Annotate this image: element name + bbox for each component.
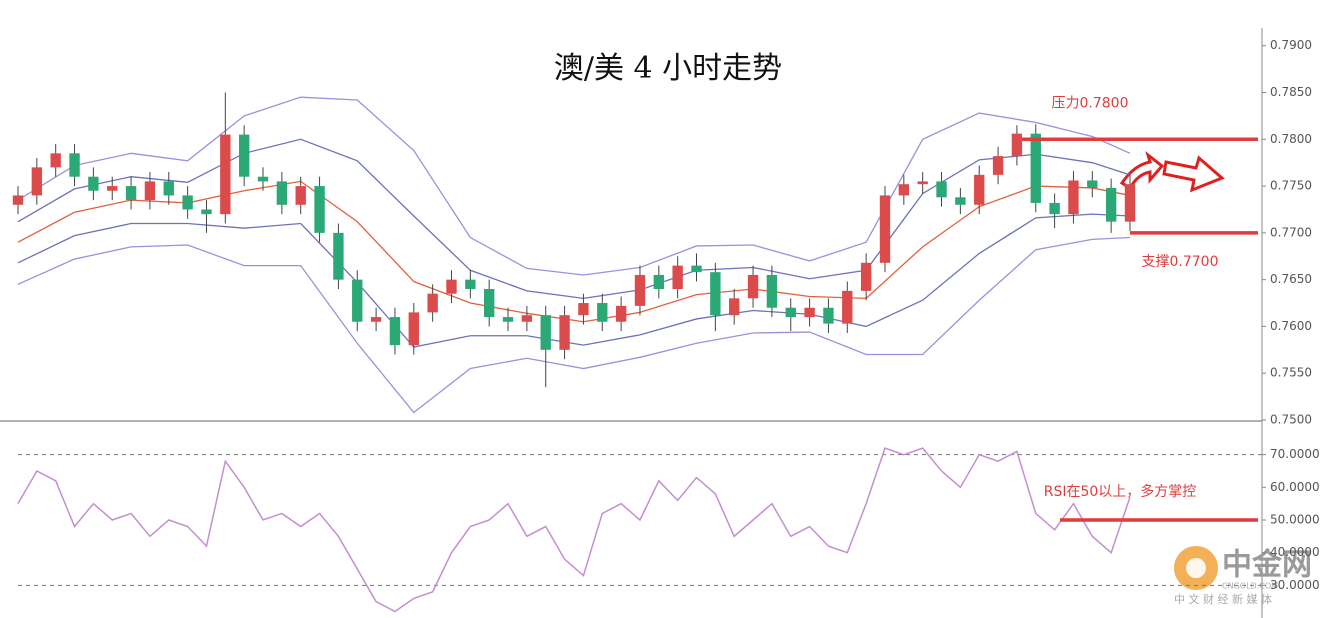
candle-body (710, 272, 721, 316)
candle-body (672, 265, 683, 289)
candle-body (747, 274, 759, 299)
candle-body (314, 186, 325, 233)
y-tick-label: 30.0000 (1270, 578, 1320, 592)
candle-body (653, 274, 664, 289)
candle-body (1068, 180, 1079, 215)
candle-body (823, 307, 834, 324)
candle-body (144, 181, 156, 201)
candle-body (540, 315, 551, 350)
candle-body (182, 195, 193, 210)
candle-body (50, 153, 61, 168)
candle-body (1087, 180, 1098, 188)
y-tick-label: 50.0000 (1270, 513, 1320, 527)
candle-body (1105, 187, 1117, 222)
candle-body (955, 197, 966, 205)
candle-body (578, 303, 589, 316)
candle-body (333, 232, 344, 280)
candle-body (842, 290, 853, 324)
candle-body (163, 181, 174, 196)
level-label: 压力0.7800 (1052, 95, 1129, 111)
y-tick-label: 0.7500 (1270, 413, 1312, 427)
candle-body (201, 209, 212, 215)
band-line (17, 213, 1131, 348)
candle-body (1011, 133, 1023, 157)
level-label: RSI在50以上，多方掌控 (1044, 483, 1197, 500)
candle-body (729, 298, 740, 316)
candle-body (370, 317, 382, 322)
candle-body (521, 315, 533, 322)
y-tick-label: 0.7800 (1270, 132, 1312, 146)
y-tick-label: 0.7600 (1270, 319, 1312, 333)
y-tick-label: 0.7750 (1270, 179, 1312, 193)
candle-body (295, 186, 306, 205)
y-tick-label: 70.0000 (1270, 447, 1320, 461)
chart-title: 澳/美 4 小时走势 (554, 51, 782, 86)
candle-body (446, 279, 457, 294)
candle-body (597, 303, 608, 322)
candle-body (107, 186, 118, 191)
candle-body (634, 274, 646, 306)
rsi-line (17, 447, 1131, 613)
candle-body (992, 156, 1004, 175)
band-line (17, 96, 1131, 276)
level-label: 支撑0.7700 (1142, 254, 1219, 270)
candle-body (1030, 133, 1041, 203)
candle-body (125, 186, 137, 201)
y-tick-label: 60.0000 (1270, 480, 1320, 494)
arrows (1119, 150, 1225, 193)
candle-body (898, 184, 910, 196)
candle-body (615, 305, 627, 322)
candle-body (69, 153, 80, 177)
y-tick-label: 0.7550 (1270, 366, 1312, 380)
candle-body (257, 176, 269, 182)
candle-body (238, 134, 250, 177)
candle-body (352, 279, 363, 322)
candle-body (691, 265, 702, 273)
candle-body (408, 312, 419, 346)
candle-body (465, 279, 476, 289)
candle-body (276, 181, 288, 205)
y-tick-label: 0.7650 (1270, 272, 1312, 286)
watermark-brand: 中金网 (1222, 548, 1312, 583)
candle-body (12, 195, 24, 205)
y-tick-label: 0.7900 (1270, 38, 1312, 52)
candle-body (559, 315, 570, 350)
watermark-site: CNGOLD.COM (1222, 582, 1278, 591)
candle-body (1124, 184, 1136, 222)
candle-body (1049, 202, 1060, 215)
candle-body (502, 317, 514, 322)
candle-body (917, 181, 928, 185)
y-tick-label: 0.7700 (1270, 225, 1312, 239)
band-line (17, 236, 1131, 414)
candle-body (879, 195, 891, 263)
y-tick-label: 40.0000 (1270, 545, 1320, 559)
candle-body (389, 317, 401, 346)
candle-body (766, 274, 778, 308)
watermark: 中金网 CNGOLD.COM 中 文 财 经 新 媒 体 (1174, 546, 1312, 606)
y-tick-label: 0.7850 (1270, 85, 1312, 99)
candle-body (785, 307, 796, 318)
candle-body (974, 174, 985, 205)
candle-body (804, 307, 815, 318)
candle-body (484, 289, 495, 318)
candle-body (936, 181, 947, 198)
candle-body (31, 167, 43, 196)
candle-body (427, 293, 438, 313)
candle-body (860, 262, 872, 291)
candle-body (220, 134, 231, 215)
candle-body (88, 176, 99, 191)
watermark-slogan: 中 文 财 经 新 媒 体 (1174, 592, 1272, 606)
